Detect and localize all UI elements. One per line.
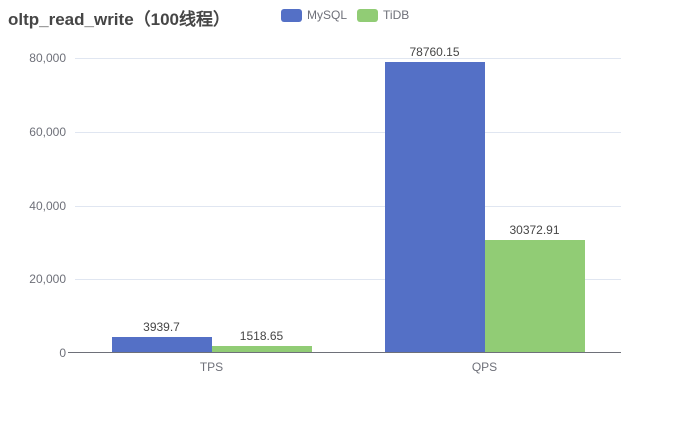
bar-tidb-tps: 1518.65 [211,329,312,352]
y-tick-label-60000: 60,000 [29,124,66,139]
value-label-tidb-qps: 30372.91 [509,223,560,237]
gridline-20000 [75,279,621,281]
bar-group-tps: 3939.7 1518.65 [111,57,312,352]
gridline-60000 [75,131,621,133]
gridline-40000 [75,205,621,207]
bar-group-qps: 78760.15 30372.91 [384,45,585,352]
bar-tidb-qps: 30372.91 [484,223,585,352]
y-tick-label-20000: 20,000 [29,272,66,287]
legend-item-mysql[interactable]: MySQL [281,8,347,22]
y-tick-label-80000: 80,000 [29,51,66,65]
value-label-mysql-qps: 78760.15 [409,44,460,59]
category-label-tps: TPS [199,360,224,374]
plot-area: 80,000 60,000 40,000 20,000 0 3939.7 151… [29,45,621,374]
x-axis-tick-zero [68,352,75,353]
y-tick-label-40000: 40,000 [29,198,66,213]
chart-title: oltp_read_write（100线程） [8,10,231,29]
y-tick-label-0: 0 [59,346,66,360]
value-label-mysql-tps: 3939.7 [143,320,180,335]
legend: MySQL TiDB [281,8,409,22]
legend-item-tidb[interactable]: TiDB [357,8,409,22]
legend-label-tidb: TiDB [383,8,410,22]
gridline-80000 [75,58,621,59]
legend-label-mysql: MySQL [307,8,348,22]
mysql-legend-swatch-icon [281,8,302,22]
tidb-legend-swatch-icon [357,8,379,22]
bar-mysql-qps: 78760.15 [384,45,485,352]
category-label-qps: QPS [471,360,498,374]
bar-mysql-tps: 3939.7 [111,320,212,352]
value-label-tidb-tps: 1518.65 [239,329,284,344]
x-axis-line [75,352,621,353]
